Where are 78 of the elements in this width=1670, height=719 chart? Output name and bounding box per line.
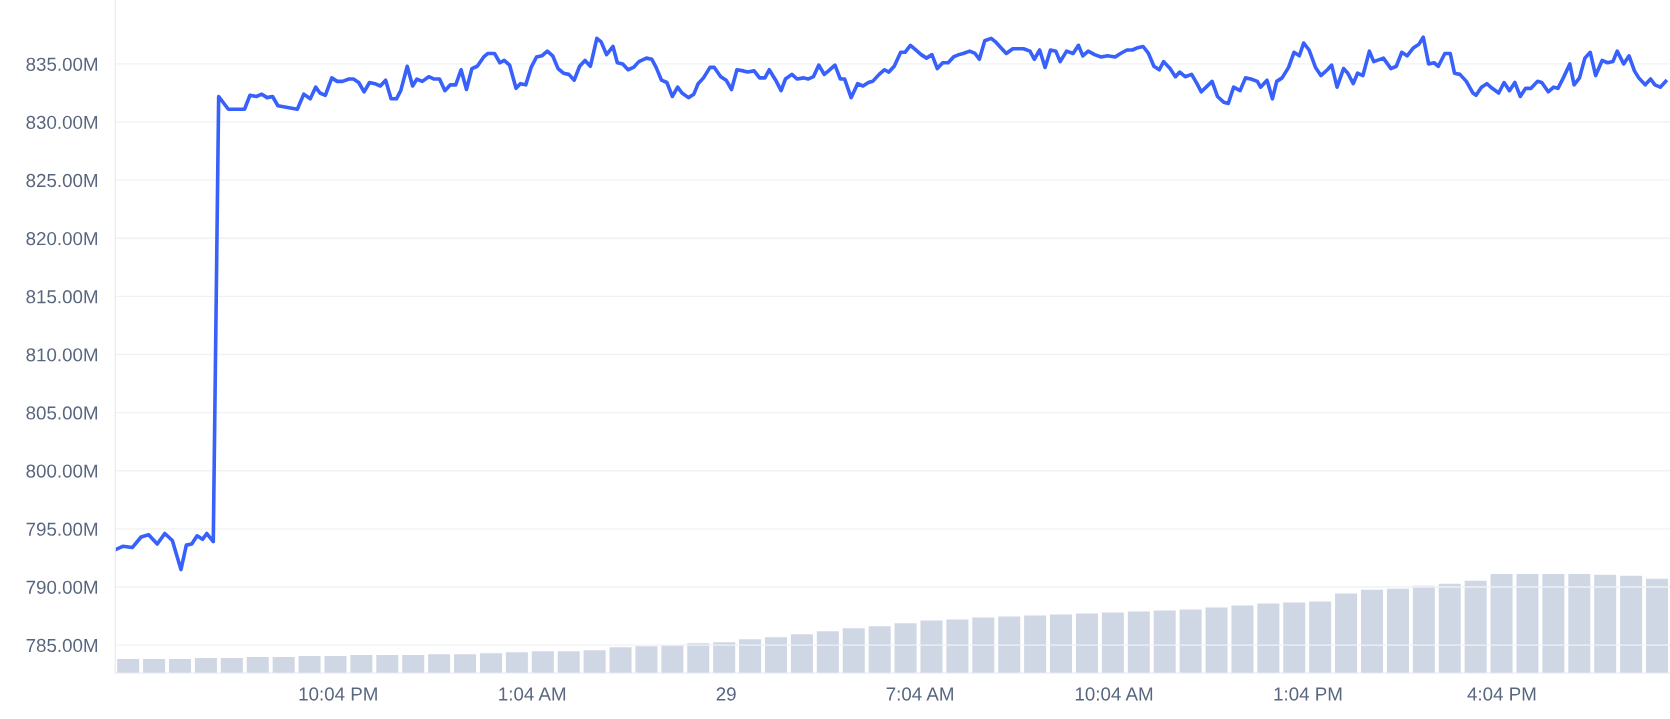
bar: [454, 654, 477, 673]
bar: [1464, 580, 1487, 673]
y-tick-label: 820.00M: [26, 231, 98, 246]
bar: [324, 656, 347, 673]
x-tick-label: 1:04 AM: [499, 687, 566, 701]
bar: [1101, 612, 1124, 673]
bar: [479, 653, 502, 673]
bar: [1309, 601, 1332, 673]
bar: [169, 659, 192, 673]
bar: [713, 642, 736, 673]
bar: [1542, 573, 1565, 673]
y-tick-label: 800.00M: [26, 464, 98, 478]
bar: [194, 658, 217, 673]
bar: [1257, 603, 1280, 673]
bar: [1438, 583, 1461, 673]
bar: [1594, 574, 1617, 673]
y-tick-label: 825.00M: [26, 173, 98, 188]
x-tick-label: 10:04 AM: [1075, 687, 1153, 701]
bar: [1283, 602, 1306, 673]
bar: [1127, 611, 1150, 673]
y-tick-label: 835.00M: [26, 57, 98, 71]
bar: [1490, 573, 1513, 673]
bar: [220, 658, 243, 673]
bar: [1335, 593, 1358, 673]
bar: [739, 639, 762, 673]
bar: [1646, 578, 1669, 673]
bar: [920, 620, 943, 673]
y-tick-label: 830.00M: [26, 115, 98, 130]
bar: [402, 655, 425, 673]
bar: [661, 645, 684, 673]
bar: [687, 643, 710, 673]
y-tick-label: 805.00M: [26, 406, 98, 420]
x-tick-label: 10:04 PM: [299, 687, 377, 701]
bar: [894, 623, 917, 673]
bar: [842, 628, 865, 673]
bar: [1179, 609, 1202, 673]
bar: [1050, 614, 1073, 673]
y-tick-label: 790.00M: [26, 580, 98, 594]
bar: [376, 655, 399, 673]
bar: [1568, 573, 1591, 673]
bar: [531, 651, 554, 673]
bar: [1516, 573, 1539, 673]
bar: [246, 657, 269, 673]
bar: [868, 626, 891, 673]
x-tick-label: 7:04 AM: [886, 687, 953, 701]
bar: [1075, 613, 1098, 673]
bar: [1231, 605, 1254, 673]
x-tick-label: 29: [716, 687, 736, 701]
bar: [1412, 585, 1435, 673]
bar: [764, 637, 788, 673]
bar: [505, 652, 528, 673]
bar: [998, 616, 1021, 673]
bar: [1153, 610, 1176, 673]
bar: [1386, 588, 1409, 673]
bar: [557, 651, 580, 673]
bar: [790, 634, 813, 673]
bar: [972, 617, 995, 673]
x-tick-label: 1:04 PM: [1274, 687, 1342, 701]
y-tick-label: 810.00M: [26, 348, 98, 362]
bar: [428, 654, 451, 673]
bar: [1205, 607, 1228, 673]
y-tick-label: 815.00M: [26, 290, 98, 304]
x-tick-label: 4:04 PM: [1467, 687, 1536, 701]
bar: [117, 659, 140, 673]
y-tick-label: 785.00M: [26, 638, 98, 653]
bar: [1024, 615, 1047, 673]
bar: [583, 650, 606, 673]
bar: [298, 656, 321, 673]
bar: [635, 646, 658, 673]
bar: [946, 619, 969, 673]
bar: [272, 657, 295, 673]
bar: [350, 655, 373, 673]
bar: [816, 631, 839, 673]
bar: [1620, 575, 1643, 673]
bar: [143, 659, 166, 673]
y-tick-label: 795.00M: [26, 522, 98, 536]
bar: [1360, 589, 1384, 673]
bar: [609, 647, 632, 673]
